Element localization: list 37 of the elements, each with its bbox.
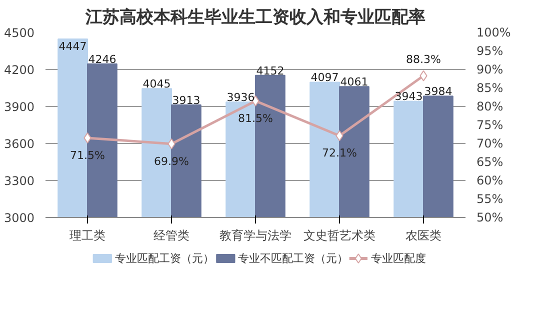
data-label: 3936 bbox=[226, 91, 255, 104]
data-label: 4152 bbox=[256, 64, 284, 78]
y2-tick-label: 90% bbox=[476, 62, 504, 76]
y2-tick-label: 60% bbox=[476, 174, 504, 188]
x-tick-label: 文史哲艺术类 bbox=[304, 228, 376, 242]
data-label: 4097 bbox=[310, 71, 339, 84]
data-label: 3943 bbox=[394, 90, 423, 104]
x-tick-label: 经管类 bbox=[154, 228, 190, 242]
data-label: 4061 bbox=[340, 76, 368, 89]
y-tick-label: 4500 bbox=[4, 26, 35, 40]
x-tick-label: 农医类 bbox=[406, 228, 442, 242]
y-tick-label: 4200 bbox=[4, 63, 35, 77]
data-label: 3913 bbox=[172, 94, 200, 107]
x-tick-label: 理工类 bbox=[70, 228, 106, 242]
data-label: 4447 bbox=[58, 40, 87, 54]
y2-tick-label: 70% bbox=[476, 136, 504, 150]
y2-tick-label: 50% bbox=[476, 210, 504, 224]
data-label: 88.3% bbox=[406, 52, 441, 66]
y2-tick-label: 65% bbox=[476, 155, 504, 169]
y2-tick-label: 75% bbox=[476, 118, 504, 132]
y-tick-label: 3300 bbox=[4, 174, 35, 188]
data-label: 4045 bbox=[142, 78, 171, 91]
data-label: 3984 bbox=[424, 85, 452, 98]
y2-tick-label: 80% bbox=[476, 100, 504, 114]
y2-tick-label: 100% bbox=[476, 26, 511, 40]
chart-title: 江苏高校本科生毕业生工资收入和专业匹配率 bbox=[84, 8, 426, 28]
legend-label: 专业匹配度 bbox=[370, 252, 426, 265]
y2-tick-label: 95% bbox=[476, 44, 504, 58]
y-tick-label: 3900 bbox=[4, 100, 35, 114]
x-tick-label: 教育学与法学 bbox=[220, 228, 292, 242]
y2-tick-label: 55% bbox=[476, 192, 504, 206]
legend-label: 专业匹配工资（元） bbox=[114, 252, 214, 265]
y2-tick-label: 85% bbox=[476, 81, 504, 95]
y-tick-label: 3600 bbox=[4, 137, 35, 151]
y-tick-label: 3000 bbox=[4, 211, 35, 225]
legend-label: 专业不匹配工资（元） bbox=[238, 252, 348, 265]
data-label: 4246 bbox=[88, 52, 116, 66]
